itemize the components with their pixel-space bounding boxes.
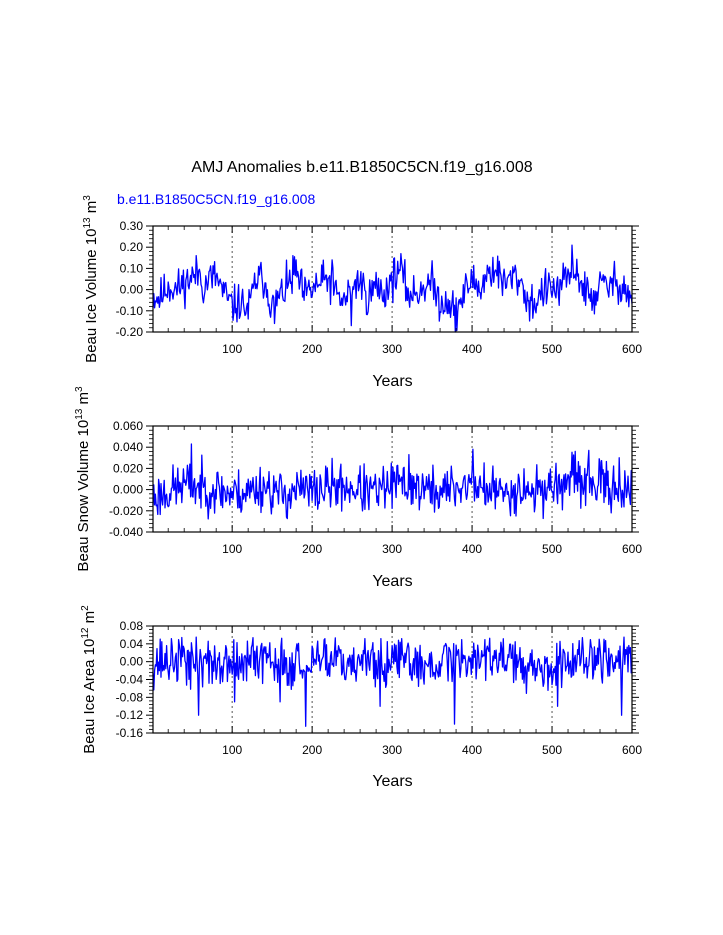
x-tick-label: 600 [622, 542, 642, 556]
y-axis-title-part: 13 [82, 217, 93, 229]
main-title: AMJ Anomalies b.e11.B1850C5CN.f19_g16.00… [191, 159, 532, 176]
series-line [152, 244, 633, 333]
y-tick-label: -0.020 [109, 504, 143, 518]
y-axis-title-part: 3 [74, 386, 85, 392]
panels: 100 200 300 400 500 600 -0.20 -0.10 0.00 0.10 0.20… [74, 195, 642, 790]
x-tick-label: 500 [542, 542, 562, 556]
y-tick-label: -0.04 [116, 673, 144, 687]
y-axis-title-part: Beau Ice Area 10 [81, 639, 98, 754]
x-tick-label: 500 [542, 342, 562, 356]
y-axis-title-part: 12 [80, 627, 91, 639]
y-axis-title-part: Beau Ice Volume 10 [83, 229, 100, 363]
panel-beau-ice-area: 100 200 300 400 500 600 -0.16 -0.12 -0.08 -0.04 0.… [80, 605, 642, 790]
x-tick-label: 100 [222, 743, 242, 757]
y-axis-title-part: 3 [82, 195, 93, 201]
x-tick-label: 200 [302, 542, 322, 556]
x-axis-title: Years [372, 773, 412, 790]
y-tick-label: 0.00 [120, 655, 144, 669]
x-tick-label: 300 [382, 542, 402, 556]
y-axis-title-part: m [75, 392, 92, 409]
y-tick-label: 0.00 [120, 283, 144, 297]
y-tick-label: 0.30 [120, 219, 144, 233]
y-tick-label: -0.20 [116, 325, 144, 339]
y-tick-label: 0.020 [113, 461, 143, 475]
x-tick-label: 500 [542, 743, 562, 757]
y-tick-label: -0.16 [116, 726, 144, 740]
y-tick-label: -0.08 [116, 690, 144, 704]
y-tick-label: 0.10 [120, 261, 144, 275]
series-line [152, 443, 633, 520]
y-axis-title: Beau Ice Volume 1013 m3 [82, 195, 100, 363]
x-tick-label: 100 [222, 542, 242, 556]
y-tick-label: 0.060 [113, 419, 143, 433]
y-tick-label: 0.08 [120, 619, 144, 633]
y-axis-title-part: 2 [80, 605, 91, 611]
panel-beau-ice-volume: 100 200 300 400 500 600 -0.20 -0.10 0.00 0.10 0.20… [82, 195, 642, 390]
x-tick-label: 200 [302, 743, 322, 757]
panel-beau-snow-volume: 100 200 300 400 500 600 -0.040 -0.020 0.000 0.020… [74, 386, 642, 590]
y-tick-label: 0.040 [113, 440, 143, 454]
x-tick-label: 400 [462, 542, 482, 556]
y-axis-title-part: Beau Snow Volume 10 [75, 420, 92, 572]
x-tick-label: 200 [302, 342, 322, 356]
y-tick-label: 0.000 [113, 483, 143, 497]
x-tick-label: 600 [622, 342, 642, 356]
y-axis-title: Beau Snow Volume 1013 m3 [74, 386, 92, 572]
case-label: b.e11.B1850C5CN.f19_g16.008 [117, 191, 315, 207]
y-axis-title-part: m [81, 611, 98, 628]
x-tick-label: 100 [222, 342, 242, 356]
x-tick-label: 400 [462, 743, 482, 757]
x-axis-title: Years [372, 573, 412, 590]
x-tick-label: 400 [462, 342, 482, 356]
series-line [152, 636, 633, 727]
y-tick-label: 0.04 [120, 637, 144, 651]
y-tick-label: -0.12 [116, 708, 144, 722]
y-tick-label: 0.20 [120, 240, 144, 254]
y-tick-label: -0.10 [116, 304, 144, 318]
x-tick-label: 300 [382, 743, 402, 757]
y-axis-title: Beau Ice Area 1012 m2 [80, 605, 98, 754]
x-tick-label: 300 [382, 342, 402, 356]
x-axis-title: Years [372, 373, 412, 390]
y-axis-title-part: m [83, 201, 100, 218]
y-axis-title-part: 13 [74, 408, 85, 420]
y-tick-label: -0.040 [109, 525, 143, 539]
x-tick-label: 600 [622, 743, 642, 757]
